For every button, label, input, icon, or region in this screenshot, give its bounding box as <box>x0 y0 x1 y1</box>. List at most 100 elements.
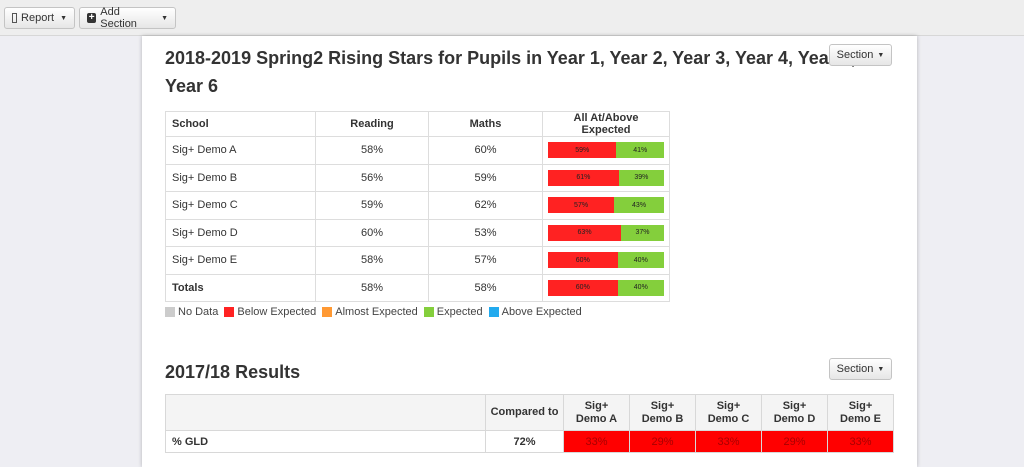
caret-down-icon: ▼ <box>877 365 885 373</box>
plus-square-icon: + <box>87 12 97 23</box>
result-cell: 33% <box>563 430 630 453</box>
expected-segment: 37% <box>621 224 664 241</box>
result-cell: 33% <box>695 430 762 453</box>
header-line2: Demo E <box>840 412 881 425</box>
table-row: % GLD 72% 33% 29% 33% 29% 33% <box>165 430 894 453</box>
expected-bar-cell: 63% 37% <box>542 218 670 247</box>
legend-swatch <box>322 307 333 317</box>
expected-stacked-bar: 63% 37% <box>548 224 664 241</box>
header-school-c: Sig+ Demo C <box>695 394 762 431</box>
header-line1: Sig+ <box>650 399 675 412</box>
school-cell: Sig+ Demo E <box>165 246 316 275</box>
expected-segment: 40% <box>617 252 664 269</box>
maths-cell: 60% <box>428 136 543 165</box>
school-cell: Sig+ Demo D <box>165 218 316 247</box>
rising-stars-table: School Reading Maths All At/Above Expect… <box>165 111 670 302</box>
expected-bar-cell: 57% 43% <box>542 191 670 220</box>
row-label: % GLD <box>165 430 486 453</box>
header-line1: Sig+ <box>584 399 609 412</box>
reading-cell: 59% <box>315 191 429 220</box>
document-icon <box>12 13 18 23</box>
expected-stacked-bar: 60% 40% <box>548 252 664 269</box>
reading-cell: 58% <box>315 136 429 165</box>
maths-cell: 53% <box>428 218 543 247</box>
header-line1: Sig+ <box>782 399 807 412</box>
maths-cell: 58% <box>428 273 543 302</box>
table-row: Sig+ Demo E 58% 57% 60% 40% <box>165 246 670 275</box>
header-all-expected: All At/Above Expected <box>542 111 670 137</box>
header-line2: Demo D <box>773 412 816 425</box>
legend-item: Below Expected <box>224 306 316 318</box>
result-cell: 29% <box>761 430 828 453</box>
header-line1: Sig+ <box>716 399 741 412</box>
expected-bar-cell: 61% 39% <box>542 163 670 192</box>
expected-segment: 43% <box>614 197 664 214</box>
expected-bar-cell: 60% 40% <box>542 246 670 275</box>
header-maths: Maths <box>428 111 543 137</box>
report-button-label: Report <box>21 12 55 24</box>
report-menu-button[interactable]: Report ▼ <box>4 7 75 29</box>
legend-label: Below Expected <box>237 306 317 318</box>
maths-cell: 59% <box>428 163 543 192</box>
school-cell: Sig+ Demo B <box>165 163 316 192</box>
below-expected-segment: 63% <box>548 224 622 241</box>
result-cell: 29% <box>629 430 696 453</box>
section-1-menu-button[interactable]: Section ▼ <box>829 44 892 66</box>
header-line2: Demo B <box>641 412 684 425</box>
below-expected-segment: 60% <box>548 252 618 269</box>
header-line1: Sig+ <box>848 399 873 412</box>
section-button-label: Section <box>836 363 874 375</box>
table-row: Sig+ Demo D 60% 53% 63% 37% <box>165 218 670 247</box>
header-line2: Demo A <box>575 412 618 425</box>
reading-cell: 58% <box>315 273 429 302</box>
toolbar: Report ▼ + Add Section ▼ <box>0 0 1024 36</box>
school-cell: Sig+ Demo C <box>165 191 316 220</box>
section-button-label: Section <box>836 49 874 61</box>
below-expected-segment: 59% <box>548 142 617 159</box>
caret-down-icon: ▼ <box>60 14 67 22</box>
school-cell: Totals <box>165 273 316 302</box>
below-expected-segment: 60% <box>548 279 618 296</box>
legend-item: No Data <box>165 306 218 318</box>
maths-cell: 62% <box>428 191 543 220</box>
add-section-button[interactable]: + Add Section ▼ <box>79 6 176 30</box>
expected-stacked-bar: 61% 39% <box>548 169 664 186</box>
reading-cell: 58% <box>315 246 429 275</box>
header-line2: Demo C <box>707 412 750 425</box>
section-1-title: 2018-2019 Spring2 Rising Stars for Pupil… <box>165 48 856 96</box>
results-table: Compared to Sig+ Demo A Sig+ Demo B Sig+ De… <box>165 394 894 453</box>
expected-bar-cell: 59% 41% <box>542 136 670 165</box>
legend-label: Expected <box>436 306 483 318</box>
header-blank <box>165 394 486 431</box>
expected-stacked-bar: 57% 43% <box>548 197 664 214</box>
caret-down-icon: ▼ <box>161 14 168 22</box>
compared-value: 72% <box>485 430 564 453</box>
maths-cell: 57% <box>428 246 543 275</box>
legend-swatch <box>423 307 434 317</box>
header-reading: Reading <box>315 111 429 137</box>
expected-segment: 41% <box>616 142 664 159</box>
header-school-b: Sig+ Demo B <box>629 394 696 431</box>
section-2-menu-button[interactable]: Section ▼ <box>829 358 892 380</box>
header-compared-to: Compared to <box>485 394 564 431</box>
legend-swatch <box>165 307 175 317</box>
reading-cell: 56% <box>315 163 429 192</box>
legend-item: Expected <box>423 306 483 318</box>
legend-label: Above Expected <box>501 306 582 318</box>
legend-label: Almost Expected <box>335 306 418 318</box>
legend-item: Almost Expected <box>322 306 418 318</box>
table-row: Sig+ Demo A 58% 60% 59% 41% <box>165 136 670 165</box>
header-school-a: Sig+ Demo A <box>563 394 630 431</box>
report-page: 2018-2019 Spring2 Rising Stars for Pupil… <box>142 36 917 467</box>
header-school-e: Sig+ Demo E <box>827 394 894 431</box>
below-expected-segment: 57% <box>548 197 615 214</box>
totals-row: Totals 58% 58% 60% 40% <box>165 273 670 302</box>
expected-stacked-bar: 60% 40% <box>548 279 664 296</box>
legend-item: Above Expected <box>488 306 582 318</box>
expected-bar-cell: 60% 40% <box>542 273 670 302</box>
caret-down-icon: ▼ <box>877 51 885 59</box>
reading-cell: 60% <box>315 218 429 247</box>
expected-segment: 39% <box>618 169 664 186</box>
section-2-title: 2017/18 Results <box>165 362 301 382</box>
legend-swatch <box>224 307 235 317</box>
